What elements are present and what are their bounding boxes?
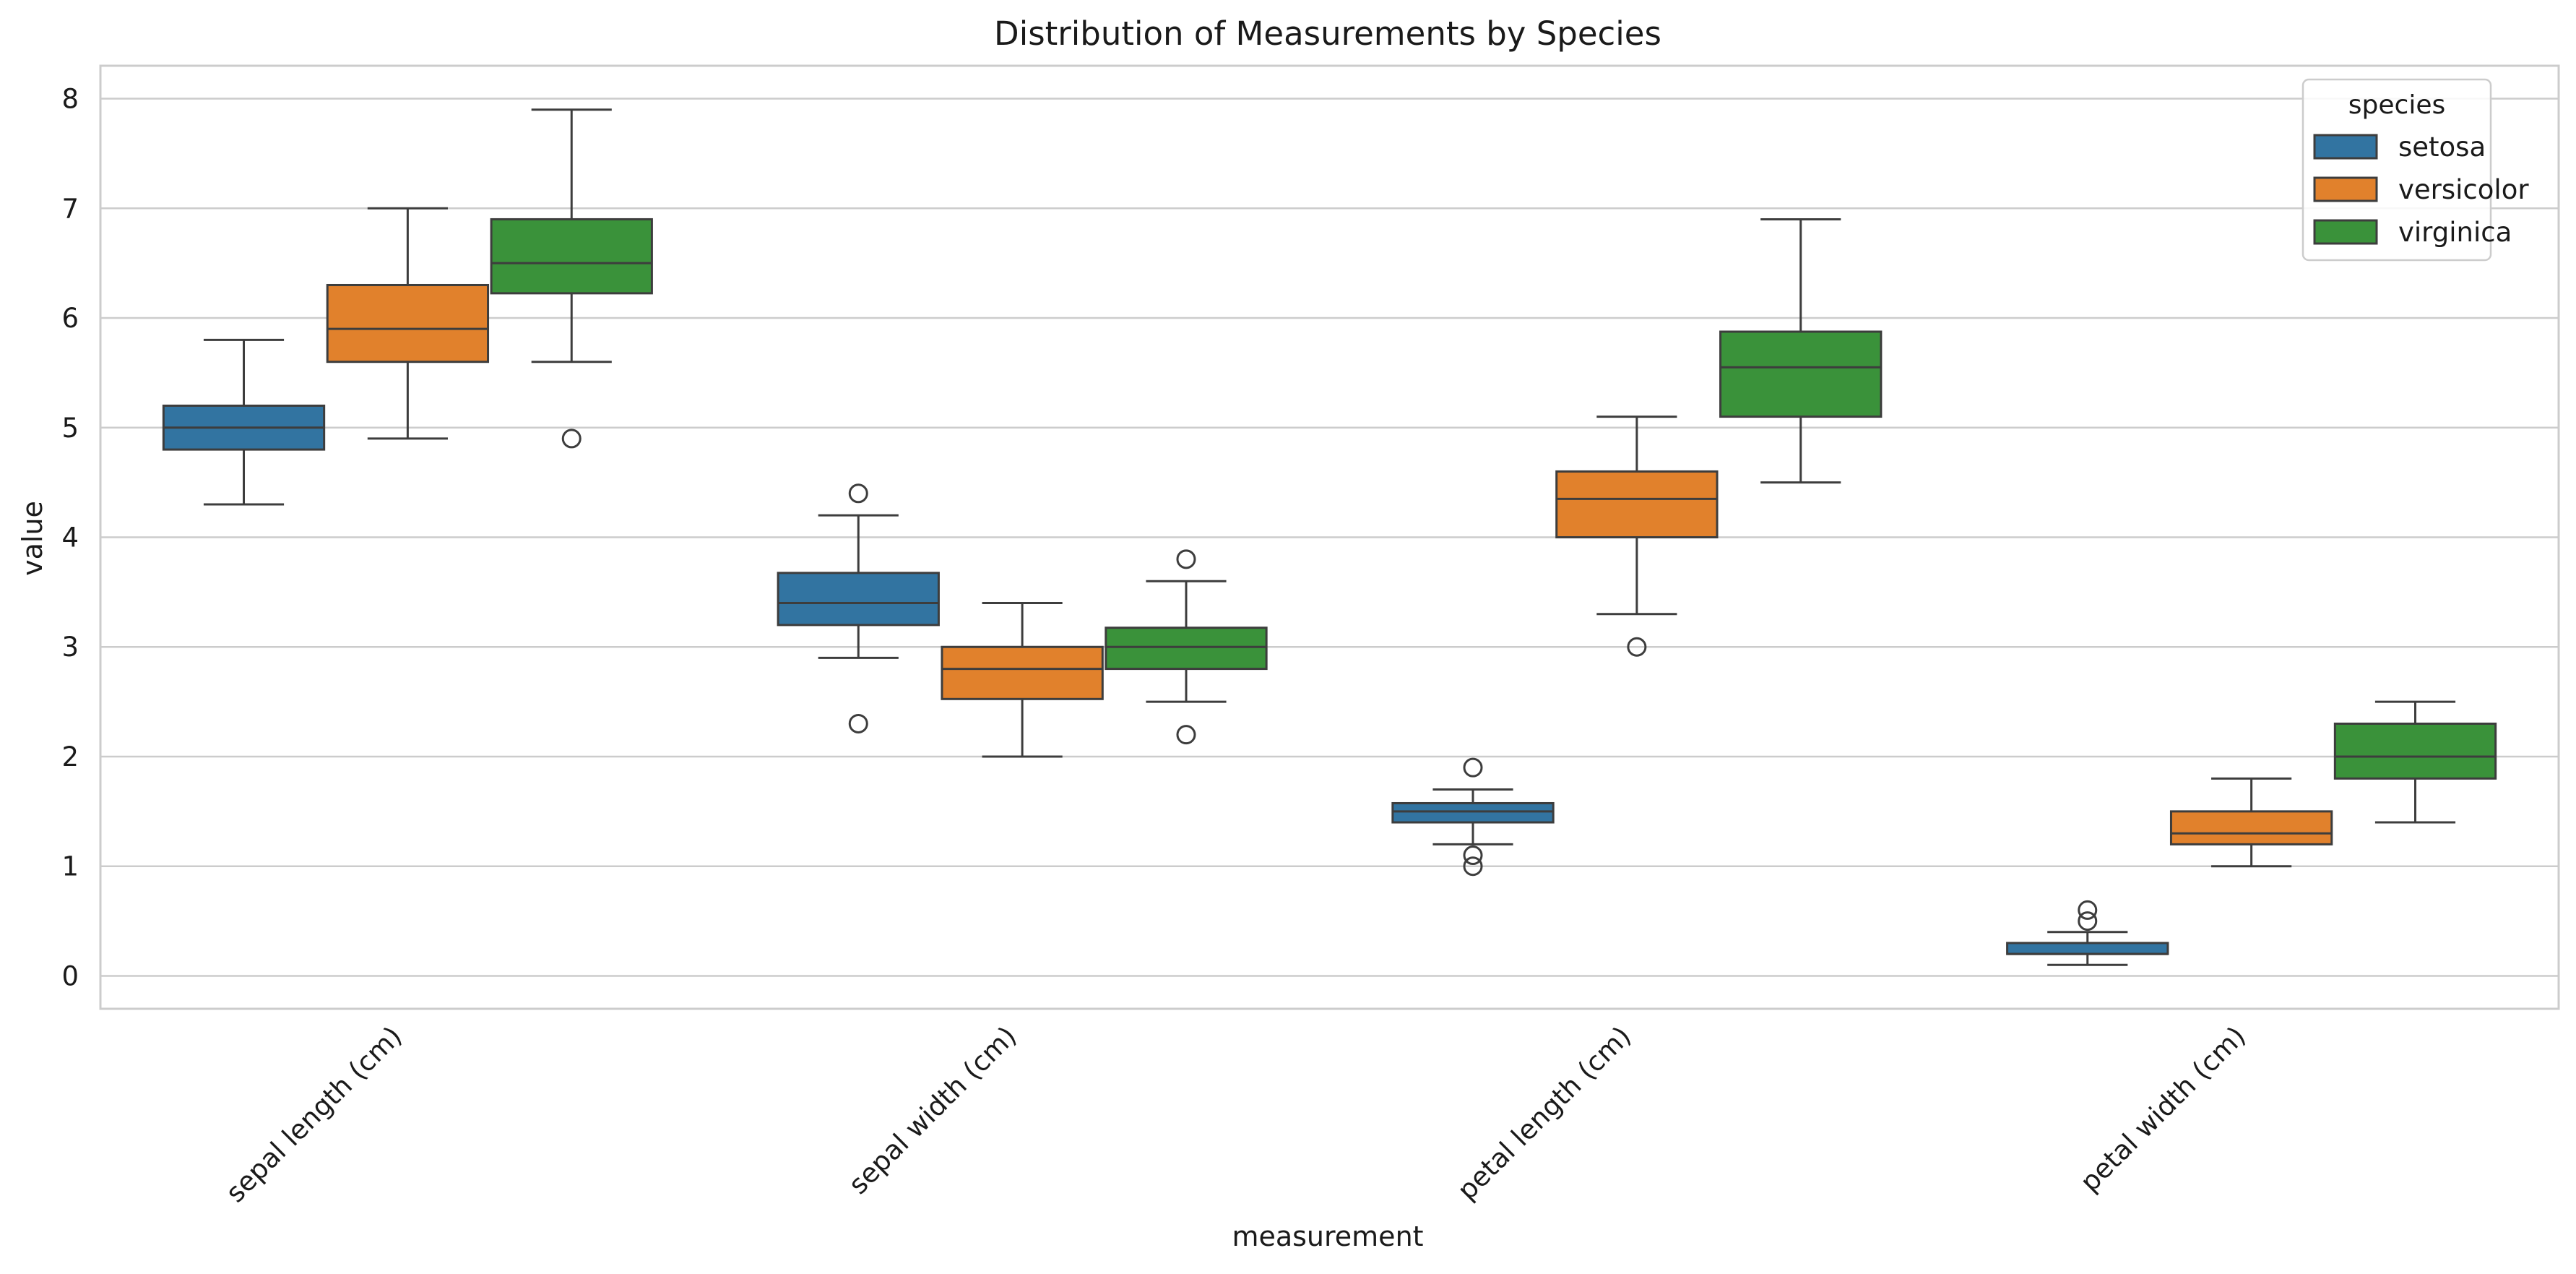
x-axis-label: measurement <box>1232 1221 1423 1252</box>
outlier-point <box>1463 757 1483 778</box>
outlier-point <box>1176 725 1196 745</box>
outlier-point <box>848 483 868 504</box>
legend-label: versicolor <box>2398 174 2529 205</box>
box-body <box>1391 801 1555 824</box>
legend-label: setosa <box>2398 132 2486 163</box>
outlier-point <box>1627 637 1647 657</box>
y-tick-label: 3 <box>61 632 79 663</box>
y-tick-label: 1 <box>61 851 79 882</box>
legend-swatch <box>2313 176 2378 202</box>
box-virginica-2 <box>1719 218 1883 484</box>
box-versicolor-0 <box>326 207 490 440</box>
legend-frame <box>2301 78 2492 262</box>
y-tick-label: 4 <box>61 522 79 554</box>
box-setosa-0 <box>162 338 326 506</box>
legend-title: species <box>2348 90 2445 120</box>
box-versicolor-1 <box>941 602 1104 758</box>
chart-title: Distribution of Measurements by Species <box>994 14 1661 53</box>
plot-frame <box>99 64 2560 1010</box>
outlier-point <box>2078 911 2098 931</box>
legend-item-setosa: setosa <box>2313 132 2486 163</box>
boxes <box>162 108 2497 966</box>
legend-item-virginica: virginica <box>2313 217 2512 248</box>
y-tick-label: 5 <box>61 413 79 444</box>
outlier-point <box>1176 549 1196 569</box>
y-axis-label: value <box>17 501 48 576</box>
y-tick-label: 2 <box>61 741 79 772</box>
box-body <box>490 218 653 295</box>
box-versicolor-3 <box>2169 777 2333 868</box>
outlier-point <box>2078 900 2098 920</box>
box-virginica-0 <box>490 108 653 449</box>
y-tick-label: 6 <box>61 303 79 334</box>
gridlines <box>100 98 2559 977</box>
box-versicolor-2 <box>1555 416 1719 657</box>
box-virginica-3 <box>2333 700 2497 824</box>
y-tick-label: 7 <box>61 193 79 224</box>
box-body <box>2169 810 2333 845</box>
box-setosa-2 <box>1391 757 1555 877</box>
box-body <box>777 572 940 627</box>
legend-label: virginica <box>2398 217 2512 248</box>
box-setosa-1 <box>777 483 940 733</box>
legend-swatch <box>2313 134 2378 160</box>
outlier-point <box>1463 856 1483 877</box>
box-body <box>1555 470 1719 538</box>
legend-swatch <box>2313 219 2378 245</box>
box-body <box>2333 722 2497 780</box>
box-setosa-3 <box>2006 900 2169 966</box>
legend-item-versicolor: versicolor <box>2313 174 2529 205</box>
outlier-point <box>561 429 582 449</box>
y-tick-label: 8 <box>61 84 79 115</box>
y-tick-label: 0 <box>61 960 79 991</box>
y-tick-labels: 0 1 2 3 4 5 6 7 8 <box>61 84 79 992</box>
box-body <box>1105 627 1268 671</box>
box-body <box>326 283 490 363</box>
box-body <box>941 645 1104 700</box>
box-body <box>2006 942 2169 955</box>
legend: species setosa versicolor virginica <box>2301 78 2529 262</box>
outlier-point <box>848 713 868 733</box>
box-body <box>1719 330 1883 418</box>
box-virginica-1 <box>1105 549 1268 745</box>
outlier-point <box>1463 845 1483 866</box>
